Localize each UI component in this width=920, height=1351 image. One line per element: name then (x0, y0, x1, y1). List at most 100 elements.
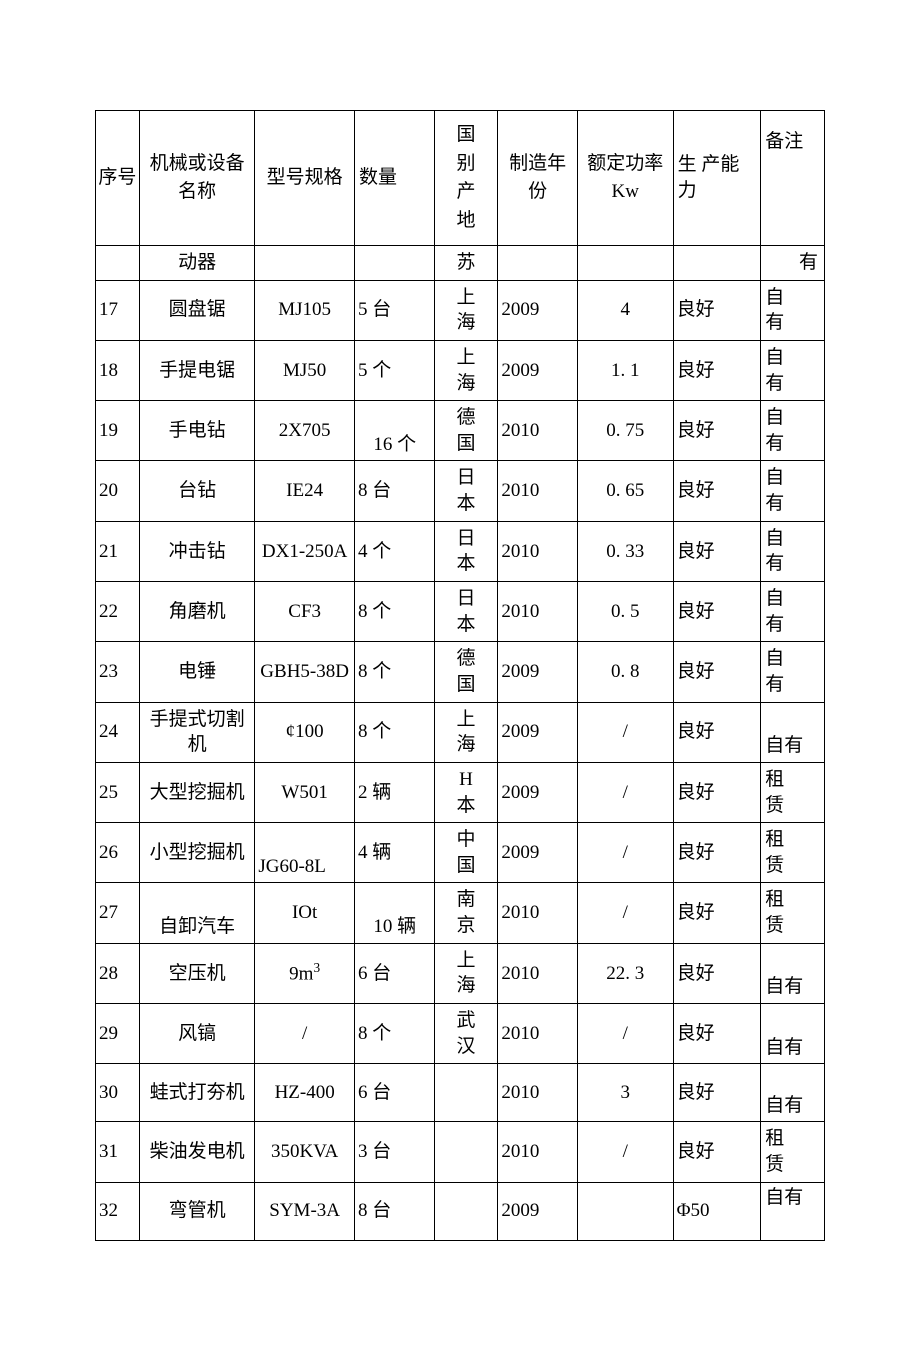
table-row: 27自卸汽车IOt10 辆南京2010/良好租赁 (96, 883, 825, 943)
cell-power: / (577, 883, 673, 943)
cell-qty: 4 个 (354, 521, 434, 581)
col-header-name: 机械或设备名称 (139, 111, 255, 246)
cell-seq: 23 (96, 642, 140, 702)
cell-qty: 5 个 (354, 340, 434, 400)
cell-capacity: 良好 (673, 1004, 761, 1064)
cell-year: 2010 (498, 1064, 578, 1122)
cell-origin: 上海 (434, 702, 498, 762)
col-header-origin: 国别产地 (434, 111, 498, 246)
table-row: 19手电钻2X70516 个德国20100. 75良好自有 (96, 401, 825, 461)
cell-seq: 25 (96, 762, 140, 822)
table-row: 17圆盘锯MJ1055 台上海20094良好自有 (96, 280, 825, 340)
cell-power: 0. 5 (577, 582, 673, 642)
col-header-model: 型号规格 (255, 111, 355, 246)
cell-origin: 上海 (434, 280, 498, 340)
cell-power: / (577, 762, 673, 822)
cell-year: 2010 (498, 521, 578, 581)
cell-name: 弯管机 (139, 1182, 255, 1240)
cell-remark: 自有 (761, 521, 825, 581)
cell-name: 圆盘锯 (139, 280, 255, 340)
cell-origin (434, 1064, 498, 1122)
cell-year: 2010 (498, 582, 578, 642)
cell-remark: 自有 (761, 461, 825, 521)
table-row: 25大型挖掘机W5012 辆H本2009/良好租赁 (96, 762, 825, 822)
cell-model (255, 246, 355, 281)
cell-capacity: 良好 (673, 280, 761, 340)
cell-name: 角磨机 (139, 582, 255, 642)
cell-remark: 租赁 (761, 883, 825, 943)
cell-power: 0. 8 (577, 642, 673, 702)
cell-capacity: 良好 (673, 762, 761, 822)
cell-power (577, 1182, 673, 1240)
cell-remark: 有 (761, 246, 825, 281)
cell-name: 手电钻 (139, 401, 255, 461)
cell-capacity: 良好 (673, 461, 761, 521)
cell-qty: 8 个 (354, 702, 434, 762)
cell-capacity: 良好 (673, 401, 761, 461)
cell-qty: 8 个 (354, 1004, 434, 1064)
cell-origin: 上海 (434, 943, 498, 1003)
cell-model: ¢100 (255, 702, 355, 762)
cell-origin: 苏 (434, 246, 498, 281)
cell-origin: 日本 (434, 582, 498, 642)
cell-qty: 8 个 (354, 582, 434, 642)
cell-name: 手提式切割机 (139, 702, 255, 762)
cell-capacity: 良好 (673, 340, 761, 400)
cell-capacity: 良好 (673, 642, 761, 702)
cell-power: / (577, 702, 673, 762)
cell-seq: 32 (96, 1182, 140, 1240)
cell-name: 柴油发电机 (139, 1122, 255, 1182)
cell-remark: 自有 (761, 280, 825, 340)
cell-year: 2009 (498, 1182, 578, 1240)
cell-remark: 自有 (761, 1182, 825, 1240)
cell-qty: 5 台 (354, 280, 434, 340)
table-row: 30蛙式打夯机HZ-4006 台20103良好自有 (96, 1064, 825, 1122)
cell-origin (434, 1182, 498, 1240)
cell-qty: 8 个 (354, 642, 434, 702)
cell-power: 0. 75 (577, 401, 673, 461)
cell-capacity: Φ50 (673, 1182, 761, 1240)
cell-name: 电锤 (139, 642, 255, 702)
cell-name: 蛙式打夯机 (139, 1064, 255, 1122)
cell-qty: 6 台 (354, 1064, 434, 1122)
cell-model: JG60-8L (255, 823, 355, 883)
cell-qty: 3 台 (354, 1122, 434, 1182)
cell-qty: 10 辆 (354, 883, 434, 943)
cell-model: W501 (255, 762, 355, 822)
cell-name: 冲击钻 (139, 521, 255, 581)
cell-seq: 20 (96, 461, 140, 521)
cell-remark: 自有 (761, 340, 825, 400)
cell-seq (96, 246, 140, 281)
cell-remark: 租赁 (761, 1122, 825, 1182)
cell-year: 2010 (498, 943, 578, 1003)
cell-seq: 22 (96, 582, 140, 642)
cell-year: 2010 (498, 461, 578, 521)
cell-year: 2010 (498, 1004, 578, 1064)
cell-capacity: 良好 (673, 702, 761, 762)
cell-power: 0. 33 (577, 521, 673, 581)
col-header-power: 额定功率 Kw (577, 111, 673, 246)
table-row: 21冲击钻DX1-250A4 个日本20100. 33良好自有 (96, 521, 825, 581)
cell-model: 350KVA (255, 1122, 355, 1182)
equipment-table: 序号 机械或设备名称 型号规格 数量 国别产地 制造年份 额定功率 Kw 生 产… (95, 110, 825, 1241)
cell-year: 2009 (498, 702, 578, 762)
cell-qty: 16 个 (354, 401, 434, 461)
cell-model: / (255, 1004, 355, 1064)
cell-name: 自卸汽车 (139, 883, 255, 943)
cell-name: 空压机 (139, 943, 255, 1003)
cell-model: GBH5-38D (255, 642, 355, 702)
cell-capacity: 良好 (673, 1064, 761, 1122)
cell-origin: H本 (434, 762, 498, 822)
cell-name: 大型挖掘机 (139, 762, 255, 822)
cell-qty (354, 246, 434, 281)
cell-model: IOt (255, 883, 355, 943)
table-row: 24手提式切割机¢1008 个上海2009/良好自有 (96, 702, 825, 762)
cell-power: 3 (577, 1064, 673, 1122)
cell-seq: 26 (96, 823, 140, 883)
cell-name: 动器 (139, 246, 255, 281)
cell-qty: 6 台 (354, 943, 434, 1003)
cell-origin: 中国 (434, 823, 498, 883)
cell-seq: 30 (96, 1064, 140, 1122)
cell-origin: 日本 (434, 461, 498, 521)
cell-capacity: 良好 (673, 823, 761, 883)
